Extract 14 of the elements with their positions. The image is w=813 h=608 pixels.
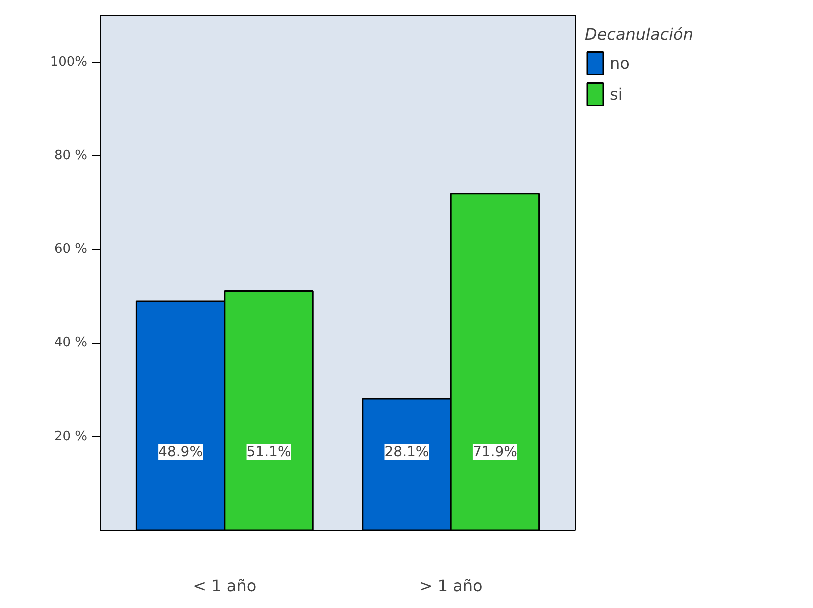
y-tick-label: 80 %	[54, 148, 88, 164]
y-tick-label: 60 %	[54, 242, 88, 258]
data-label: 71.9%	[472, 444, 518, 460]
data-label: 51.1%	[246, 444, 292, 460]
legend-label: si	[610, 84, 624, 104]
x-tick-label: < 1 año	[193, 576, 257, 596]
data-label: 48.9%	[158, 444, 204, 460]
y-tick-label: 20 %	[54, 429, 88, 444]
y-tick-label: 40 %	[54, 336, 88, 351]
x-tick-label: > 1 año	[419, 576, 483, 596]
legend-label: no	[610, 54, 630, 72]
data-label: 28.1%	[384, 444, 430, 460]
legend-title: Decanulación	[585, 25, 694, 44]
y-tick-label: 100%	[50, 54, 88, 70]
